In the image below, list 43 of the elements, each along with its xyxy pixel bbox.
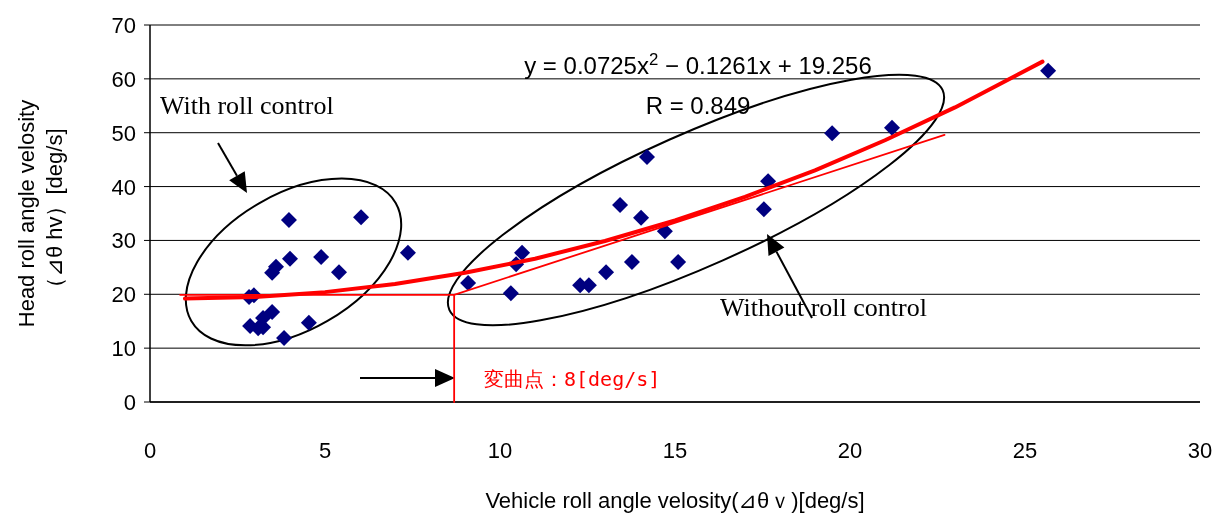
annotation: With roll control	[160, 91, 334, 120]
point	[313, 249, 330, 266]
point	[353, 209, 370, 226]
point	[300, 314, 317, 331]
x-tick-label: 30	[1187, 438, 1213, 463]
point	[824, 125, 841, 142]
point	[331, 264, 347, 281]
point	[399, 244, 416, 261]
y-tick-label: 50	[111, 120, 136, 146]
y-tick-label: 70	[111, 13, 136, 38]
point	[502, 285, 519, 302]
y-tick-label: 40	[111, 174, 136, 200]
point	[1040, 62, 1057, 79]
x-tick-label: 0	[143, 438, 157, 463]
point	[280, 211, 297, 228]
point	[633, 209, 650, 226]
point	[276, 329, 293, 346]
y-axis-title: Head roll angle velosity （⊿θ hv）[deg/s]	[14, 99, 67, 328]
point	[282, 250, 298, 267]
y-tick-label: 10	[111, 336, 136, 362]
x-tick-label: 5	[318, 438, 332, 463]
y-tick-label: 30	[111, 228, 136, 254]
annotation: R = 0.849	[645, 92, 751, 119]
annotation: y = 0.0725x$^{2}$ − 0.1261x + 19.256	[524, 49, 872, 79]
point	[670, 253, 687, 270]
point	[598, 264, 615, 281]
point	[460, 274, 477, 291]
point	[514, 244, 531, 261]
x-tick-label: 25	[1012, 438, 1038, 463]
point	[884, 119, 900, 136]
x-axis-title: Vehicle roll angle velosity(⊿θｖ)[deg/s]	[485, 488, 865, 513]
x-tick-label: 15	[662, 438, 688, 463]
x-tick-label: 10	[487, 438, 513, 463]
annotation: 変曲点：8[deg/s]	[484, 367, 661, 391]
annotation: Without roll control	[720, 293, 927, 322]
point	[639, 148, 655, 165]
y-tick-label: 0	[123, 390, 136, 415]
point	[612, 196, 629, 213]
x-tick-label: 20	[837, 438, 863, 463]
y-tick-label: 60	[111, 66, 136, 92]
point	[755, 201, 772, 218]
y-tick-label: 20	[111, 282, 136, 308]
point	[623, 253, 640, 270]
